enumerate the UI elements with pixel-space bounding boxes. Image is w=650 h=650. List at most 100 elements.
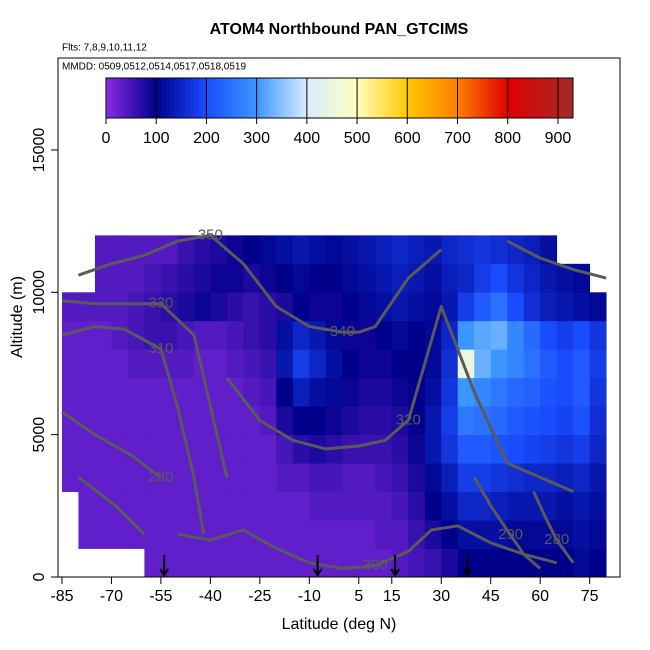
heatmap-cell <box>441 491 459 521</box>
heatmap-cell <box>292 349 310 379</box>
colorbar-tick-label: 600 <box>394 130 421 147</box>
contour-line <box>177 524 558 570</box>
heatmap-cell <box>193 235 211 265</box>
heatmap-cell <box>210 320 228 350</box>
heatmap-cell <box>457 320 475 350</box>
heatmap-cell <box>556 292 574 322</box>
heatmap-cell <box>391 491 409 521</box>
heatmap-cell <box>342 463 360 492</box>
heatmap-cell <box>408 292 426 322</box>
heatmap-cell <box>408 491 426 521</box>
heatmap-cell <box>540 491 558 521</box>
heatmap-cell <box>259 263 277 293</box>
heatmap-cell <box>523 434 541 464</box>
heatmap-cell <box>589 548 607 578</box>
heatmap-cell <box>177 548 195 578</box>
heatmap-cell <box>259 349 277 379</box>
heatmap-cell <box>276 548 294 578</box>
heatmap-cell <box>457 235 475 265</box>
contour-label: 340 <box>330 323 355 340</box>
heatmap-cell <box>309 377 327 407</box>
heatmap-cell <box>160 491 178 521</box>
contours: 350 340 330 320 310 300 290 280 280 <box>61 226 607 574</box>
heatmap-cell <box>375 406 393 436</box>
heatmap-cell <box>78 463 96 492</box>
heatmap-cell <box>589 520 607 549</box>
heatmap-cell <box>589 377 607 407</box>
heatmap-cell <box>309 349 327 379</box>
heatmap-cell <box>292 406 310 436</box>
heatmap-cell <box>457 292 475 322</box>
heatmap-cell <box>144 377 162 407</box>
heatmap-cell <box>408 520 426 549</box>
heatmap-cell <box>292 434 310 464</box>
heatmap-cell <box>292 235 310 265</box>
heatmap-cell <box>144 520 162 549</box>
heatmap-cell <box>94 235 112 265</box>
contour-label: 350 <box>198 226 223 243</box>
heatmap-cell <box>540 263 558 293</box>
heatmap-cell <box>540 548 558 578</box>
heatmap-cell <box>408 263 426 293</box>
heatmap-cell <box>193 463 211 492</box>
colorbar-tick-label: 700 <box>444 130 471 147</box>
heatmap-cell <box>490 263 508 293</box>
heatmap-cell <box>111 349 129 379</box>
heatmap-cell <box>556 434 574 464</box>
heatmap-cell <box>111 263 129 293</box>
heatmap-cell <box>573 292 591 322</box>
heatmap-cell <box>474 406 492 436</box>
heatmap-cell <box>78 377 96 407</box>
heatmap-cell <box>160 349 178 379</box>
heatmap-cell <box>556 491 574 521</box>
heatmap-cell <box>210 235 228 265</box>
heatmap-cell <box>391 463 409 492</box>
heatmap-cell <box>144 548 162 578</box>
heatmap-cell <box>243 292 261 322</box>
heatmap-cell <box>144 349 162 379</box>
heatmap-cell <box>474 491 492 521</box>
heatmap-cell <box>78 491 96 521</box>
colorbar-tick-label: 400 <box>294 130 321 147</box>
heatmap-cell <box>490 377 508 407</box>
heatmap-cell <box>589 491 607 521</box>
heatmap-cell <box>309 491 327 521</box>
heatmap-cell <box>424 349 442 379</box>
heatmap-cell <box>342 548 360 578</box>
heatmap-cell <box>259 320 277 350</box>
y-tick-label: 0 <box>31 572 48 581</box>
x-tick-label: -55 <box>149 588 172 605</box>
heatmap-cell <box>523 292 541 322</box>
heatmap-cell <box>375 463 393 492</box>
heatmap-cell <box>441 235 459 265</box>
heatmap-cell <box>61 292 79 322</box>
x-tick-label: 45 <box>482 588 500 605</box>
heatmap-cell <box>144 463 162 492</box>
heatmap-cell <box>160 235 178 265</box>
heatmap-cell <box>490 235 508 265</box>
heatmap-cell <box>523 263 541 293</box>
heatmap-cell <box>160 520 178 549</box>
heatmap-cell <box>573 377 591 407</box>
heatmap-cell <box>408 434 426 464</box>
heatmap-cell <box>457 491 475 521</box>
arrow-marker <box>390 555 400 577</box>
heatmap-cell <box>309 406 327 436</box>
heatmap-cell <box>177 320 195 350</box>
heatmap-cell <box>375 349 393 379</box>
heatmap-cell <box>61 463 79 492</box>
heatmap-cell <box>160 320 178 350</box>
subtitle: Flts: 7,8,9,10,11,12 <box>62 43 147 54</box>
x-tick-label: 30 <box>432 588 450 605</box>
colorbar-tick-label: 100 <box>143 130 170 147</box>
heatmap-cell <box>408 349 426 379</box>
y-tick-label: 10000 <box>31 270 48 315</box>
heatmap-cell <box>276 320 294 350</box>
heatmap-cell <box>78 320 96 350</box>
heatmap-cell <box>573 434 591 464</box>
x-axis-label: Latitude (deg N) <box>282 616 397 633</box>
heatmap-cell <box>292 263 310 293</box>
heatmap-cell <box>523 520 541 549</box>
contour-label: 300 <box>363 557 388 574</box>
